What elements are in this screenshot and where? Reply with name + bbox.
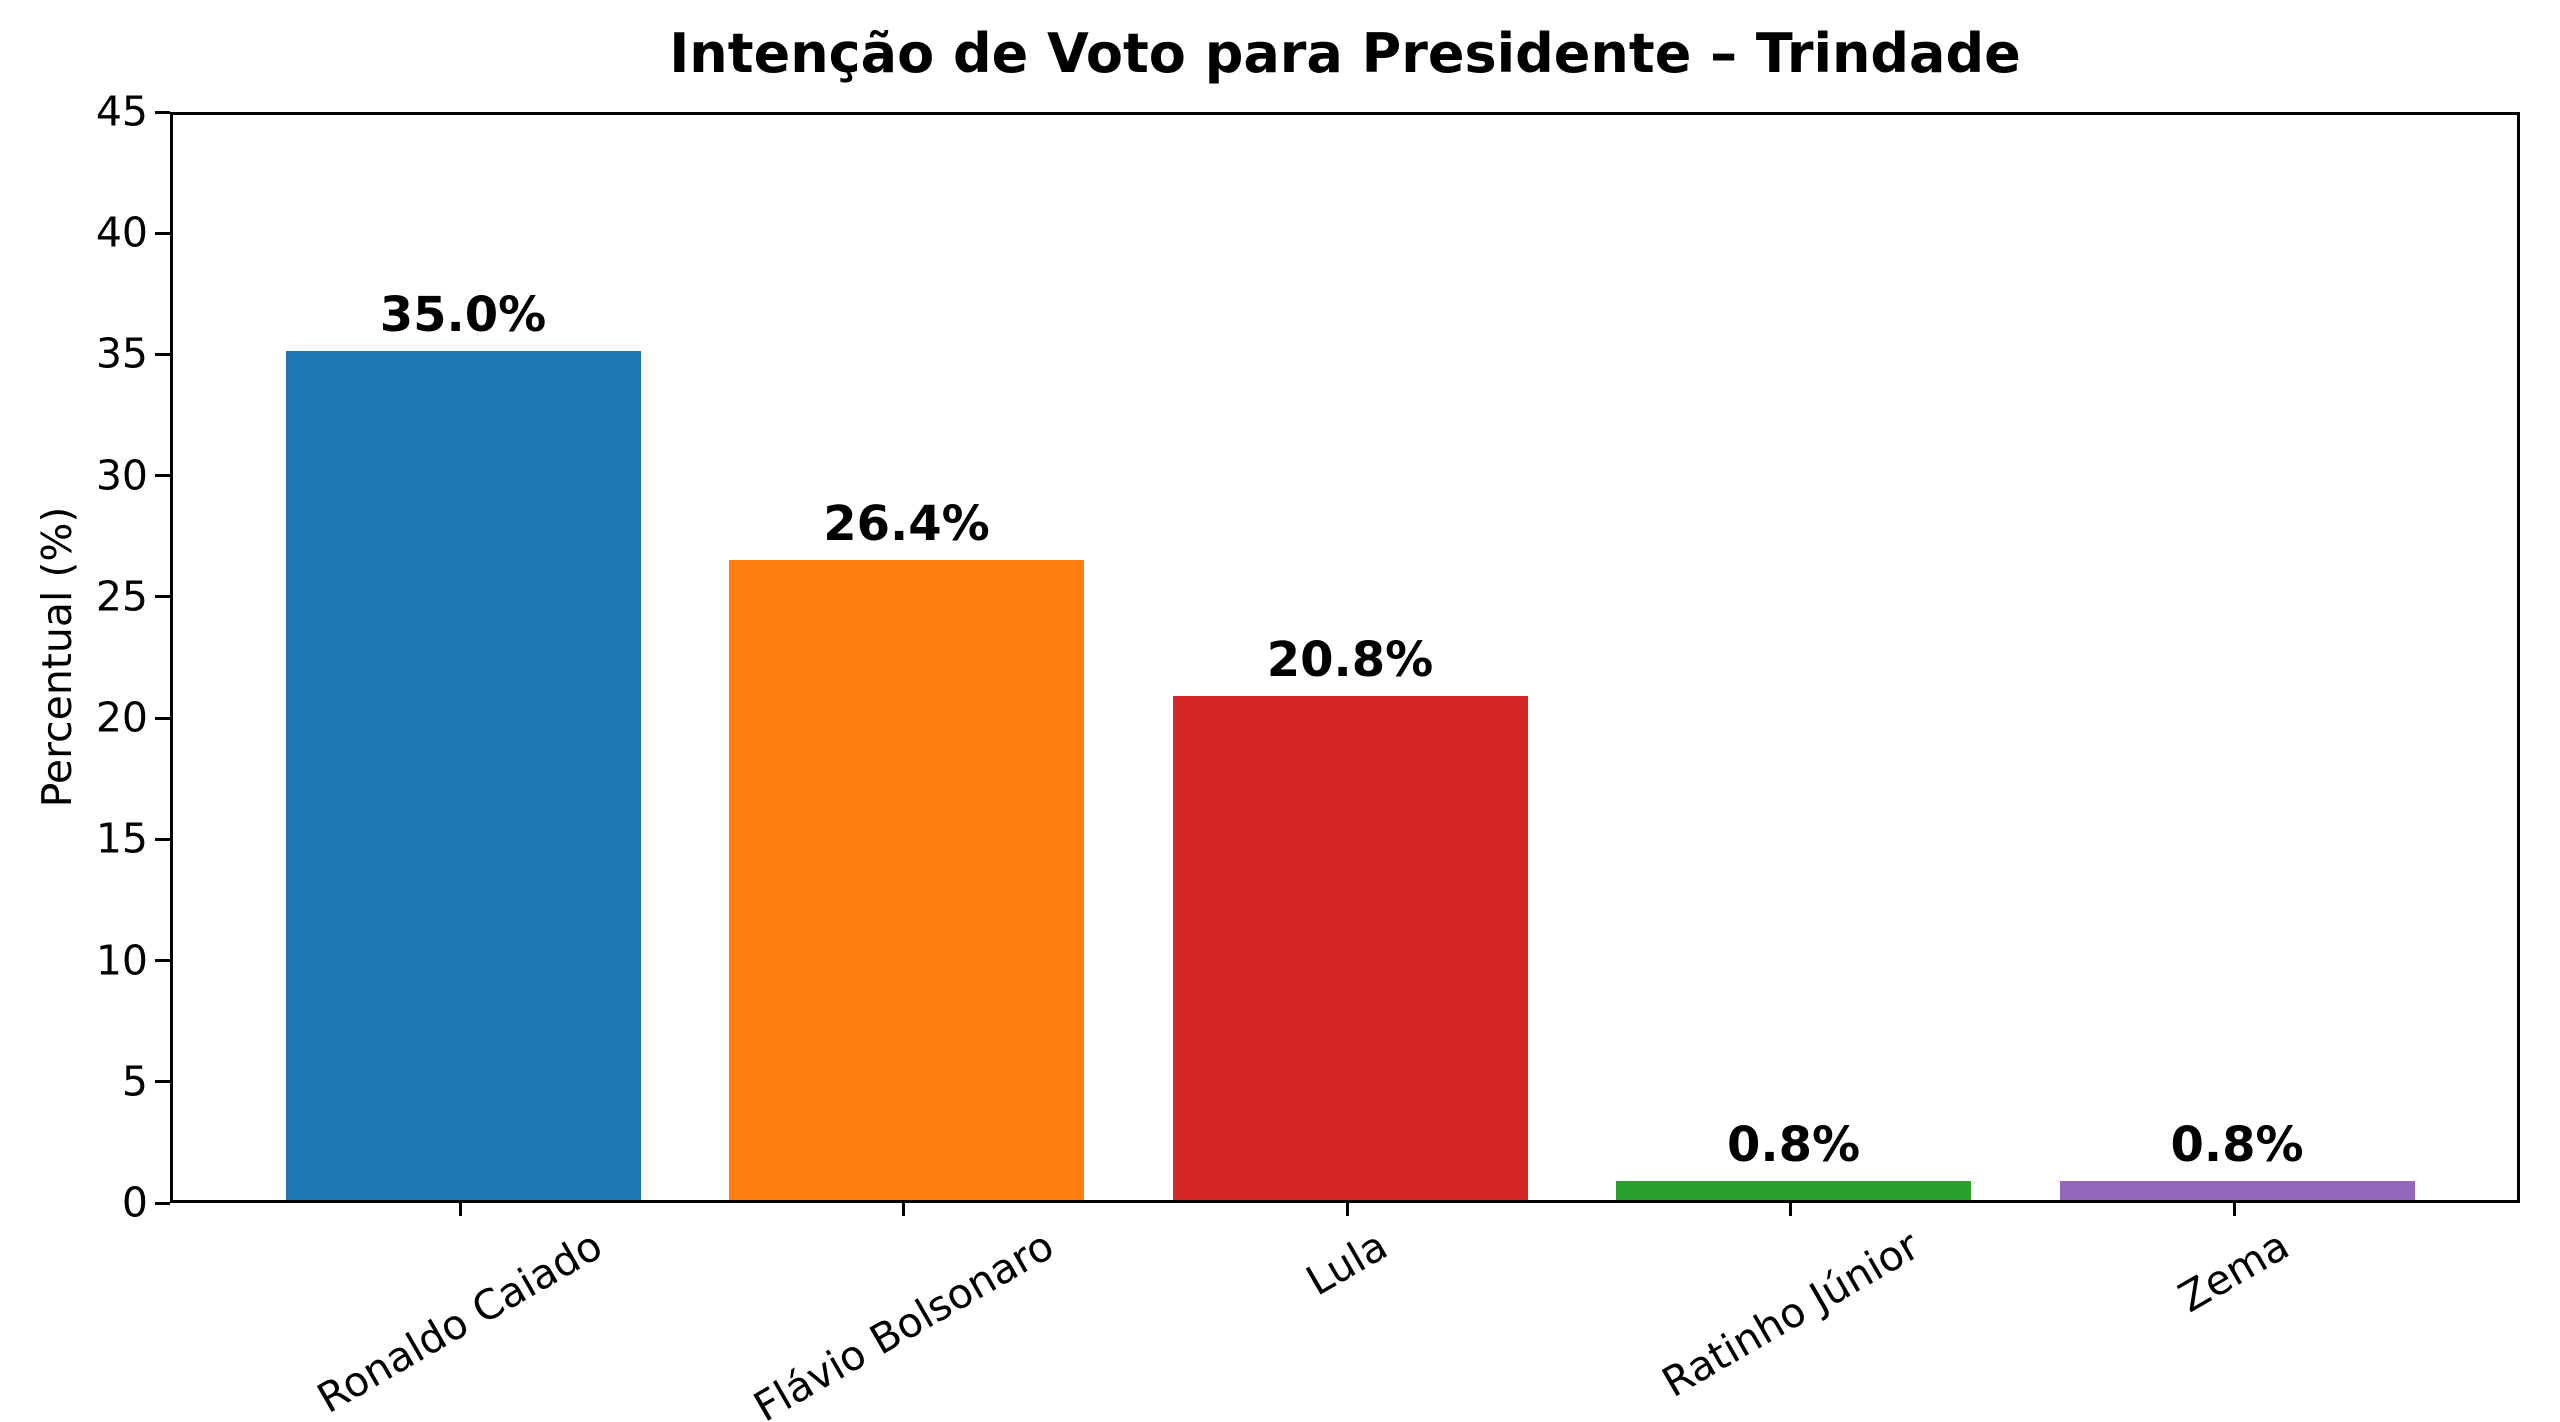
chart-title: Intenção de Voto para Presidente – Trind… <box>669 22 2021 85</box>
x-tick-mark <box>902 1203 905 1216</box>
y-tick-mark <box>155 716 170 720</box>
y-tick-mark <box>155 231 170 235</box>
plot-area: 35.0% 26.4% 20.8% 0.8% 0.8% <box>170 112 2520 1203</box>
bar-2 <box>1172 695 1528 1200</box>
y-tick-label: 10 <box>95 936 148 984</box>
x-tick-mark <box>1789 1203 1792 1216</box>
x-tick-label-4: Zema <box>2170 1221 2297 1322</box>
bar-value-label-3: 0.8% <box>1726 1116 1861 1173</box>
y-tick-label: 20 <box>95 693 148 742</box>
y-tick-mark <box>155 837 170 841</box>
y-tick-label: 15 <box>95 814 148 863</box>
y-tick-mark <box>155 959 170 963</box>
y-tick-label: 5 <box>121 1057 148 1106</box>
x-tick-mark <box>458 1203 462 1216</box>
y-tick-label: 40 <box>95 208 148 257</box>
y-tick-label: 30 <box>95 451 148 500</box>
y-tick-mark <box>155 1201 170 1205</box>
x-tick-label-0: Ronaldo Caiado <box>309 1221 611 1422</box>
y-tick-mark <box>155 595 170 599</box>
bar-value-label-1: 26.4% <box>823 495 990 552</box>
y-tick-mark <box>155 110 170 114</box>
x-tick-mark <box>2232 1203 2236 1216</box>
y-tick-mark <box>155 352 170 356</box>
bar-value-label-0: 35.0% <box>379 287 547 344</box>
y-axis-label: Percentual (%) <box>33 506 81 808</box>
x-tick-label-1: Flávio Bolsonaro <box>745 1221 1062 1422</box>
x-tick-label-3: Ratinho Júnior <box>1653 1221 1927 1407</box>
bar-4 <box>2059 1180 2415 1200</box>
y-tick-mark <box>155 474 170 478</box>
bar-0 <box>285 351 641 1200</box>
y-tick-mark <box>155 1080 170 1084</box>
x-tick-label-2: Lula <box>1298 1221 1396 1306</box>
y-tick-label: 45 <box>95 87 148 136</box>
y-tick-label: 25 <box>95 572 148 621</box>
bar-value-label-2: 20.8% <box>1266 631 1434 688</box>
bar-value-label-4: 0.8% <box>2170 1116 2304 1173</box>
y-tick-label: 35 <box>95 329 148 378</box>
bar-3 <box>1616 1180 1971 1200</box>
x-tick-mark <box>1345 1203 1349 1216</box>
y-tick-label: 0 <box>121 1178 148 1227</box>
bar-1 <box>729 559 1084 1200</box>
